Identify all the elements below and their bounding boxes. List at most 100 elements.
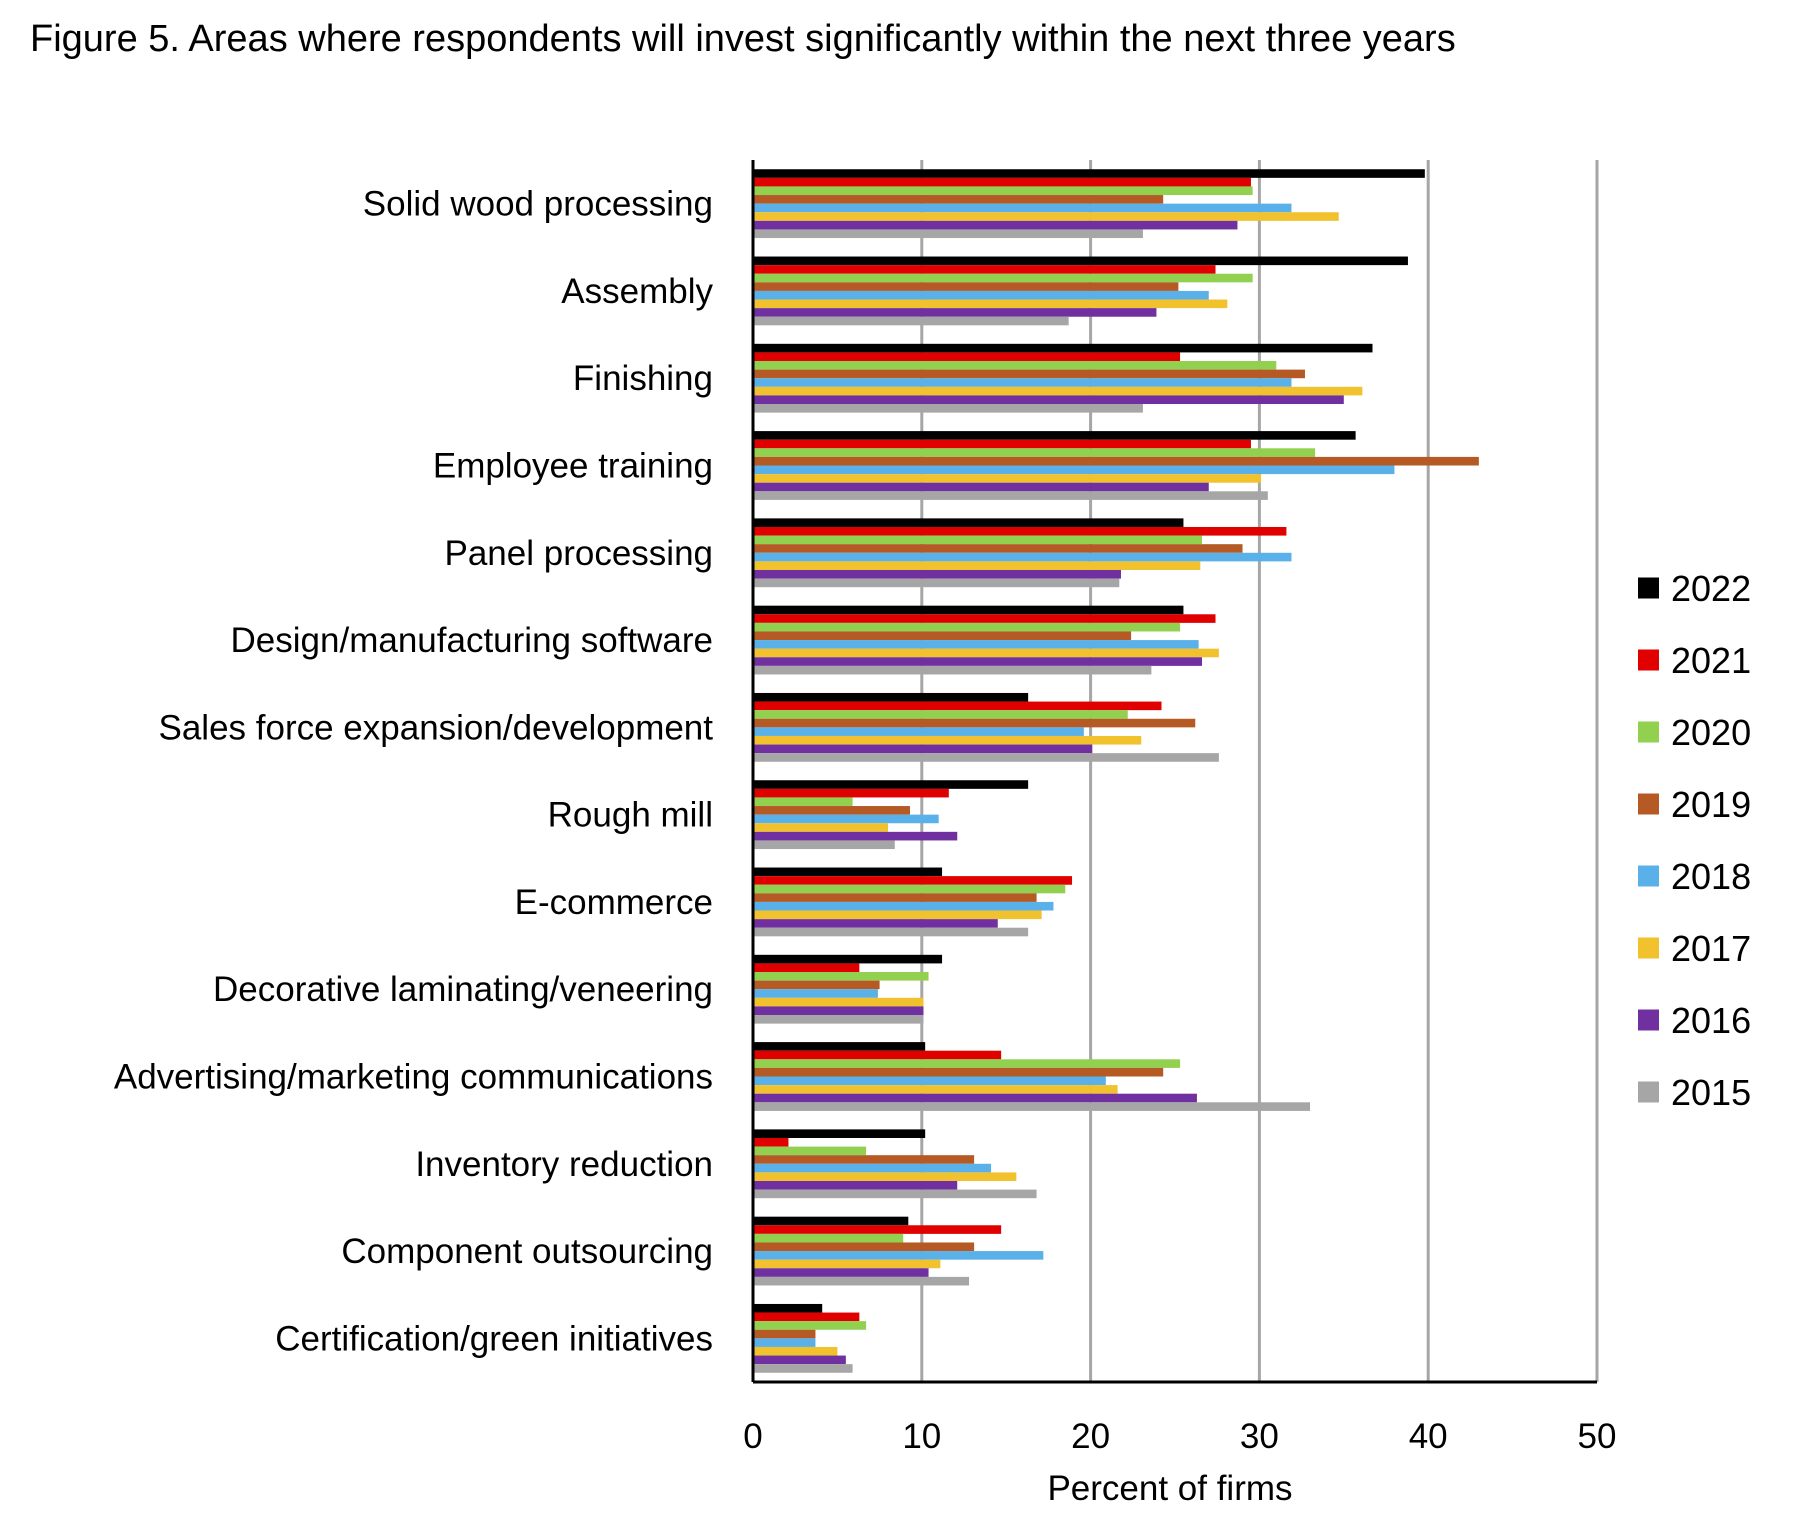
bar-2015 [753, 1189, 1037, 1199]
bar-2022 [753, 867, 943, 877]
bar-2018 [753, 203, 1292, 213]
bar-2017 [753, 1259, 941, 1269]
bar-2016 [753, 569, 1121, 579]
bar-2022 [753, 1042, 926, 1051]
bar-2018 [753, 1338, 816, 1347]
bar-2022 [753, 780, 1029, 789]
bar-2017 [753, 561, 1201, 570]
bar-2016 [753, 482, 1209, 492]
bar-2015 [753, 1102, 1311, 1111]
bars [753, 169, 1479, 1373]
bar-2018 [753, 640, 1199, 649]
category-label: Solid wood processing [363, 185, 713, 224]
bar-2022 [753, 431, 1356, 440]
category-label: Inventory reduction [415, 1145, 713, 1184]
bar-2019 [753, 1155, 975, 1164]
bar-2017 [753, 823, 889, 832]
bar-2020 [753, 1321, 867, 1330]
bar-2020 [753, 535, 1203, 545]
bar-2017 [753, 1085, 1118, 1094]
bar-2022 [753, 169, 1425, 178]
legend-label: 2017 [1671, 928, 1751, 969]
bar-2019 [753, 1329, 816, 1339]
bar-2020 [753, 710, 1128, 719]
bar-2021 [753, 265, 1216, 274]
bar-2021 [753, 614, 1216, 623]
bar-2022 [753, 1129, 926, 1138]
bar-2017 [753, 212, 1339, 221]
bar-2015 [753, 578, 1120, 588]
bar-2022 [753, 518, 1184, 527]
category-label: Rough mill [548, 796, 713, 835]
legend-swatch-2020 [1638, 721, 1659, 743]
category-label: Component outsourcing [341, 1232, 713, 1271]
bar-2019 [753, 282, 1179, 291]
bar-2022 [753, 605, 1184, 615]
bar-2020 [753, 1059, 1181, 1068]
legend-label: 2020 [1671, 712, 1751, 753]
bar-2022 [753, 1303, 823, 1313]
bar-2018 [753, 989, 878, 998]
legend-label: 2018 [1671, 856, 1751, 897]
bar-2015 [753, 1015, 924, 1024]
category-label: Certification/green initiatives [275, 1319, 713, 1358]
bar-2021 [753, 1137, 789, 1147]
bar-2019 [753, 456, 1479, 466]
bar-2020 [753, 1146, 867, 1156]
legend-swatch-2015 [1638, 1081, 1659, 1103]
bar-2015 [753, 1364, 853, 1373]
bar-2019 [753, 980, 880, 990]
bar-2021 [753, 526, 1287, 536]
bar-2016 [753, 1093, 1197, 1103]
category-label: Advertising/marketing communications [114, 1058, 713, 1097]
bar-2017 [753, 648, 1219, 658]
bar-2017 [753, 1172, 1017, 1181]
bar-2016 [753, 220, 1238, 230]
legend-label: 2021 [1671, 640, 1751, 681]
legend-label: 2015 [1671, 1072, 1751, 1113]
bar-2018 [753, 1076, 1106, 1086]
bar-2020 [753, 884, 1066, 894]
category-label: Design/manufacturing software [231, 621, 713, 660]
bar-2021 [753, 352, 1181, 362]
bar-2019 [753, 1242, 975, 1252]
bar-2015 [753, 404, 1143, 413]
bar-2016 [753, 1355, 846, 1365]
x-tick-label: 50 [1578, 1417, 1617, 1456]
bar-2016 [753, 919, 998, 928]
bar-2017 [753, 386, 1363, 396]
bar-2018 [753, 901, 1054, 911]
category-label: Employee training [433, 447, 713, 486]
category-label: Decorative laminating/veneering [213, 970, 713, 1009]
bar-2015 [753, 753, 1219, 762]
x-tick-label: 10 [902, 1417, 941, 1456]
bar-2016 [753, 1180, 958, 1190]
bar-2016 [753, 657, 1203, 666]
category-label: Finishing [573, 359, 713, 398]
bar-2020 [753, 361, 1277, 370]
x-tick-label: 20 [1071, 1417, 1110, 1456]
bar-2022 [753, 343, 1373, 353]
legend-swatch-2021 [1638, 649, 1659, 671]
x-tick-label: 30 [1240, 1417, 1279, 1456]
bar-2019 [753, 544, 1243, 553]
bar-2016 [753, 308, 1157, 317]
x-tick-label: 40 [1409, 1417, 1448, 1456]
x-tick-labels: 0 10 20 30 40 50 [743, 1417, 1616, 1456]
bar-2017 [753, 1346, 838, 1356]
bar-2020 [753, 797, 853, 807]
category-label: Sales force expansion/development [158, 708, 713, 747]
bar-2019 [753, 631, 1132, 641]
bar-2016 [753, 1006, 924, 1016]
bar-2019 [753, 893, 1037, 902]
bar-2015 [753, 840, 895, 850]
legend-label: 2016 [1671, 1000, 1751, 1041]
bar-2016 [753, 1268, 929, 1277]
bar-2018 [753, 814, 939, 824]
bar-2015 [753, 491, 1268, 500]
legend-swatch-2016 [1638, 1009, 1659, 1031]
bar-2018 [753, 1251, 1044, 1260]
legend-swatch-2017 [1638, 937, 1659, 959]
category-labels: Solid wood processing Assembly Finishing Em… [114, 185, 714, 1359]
